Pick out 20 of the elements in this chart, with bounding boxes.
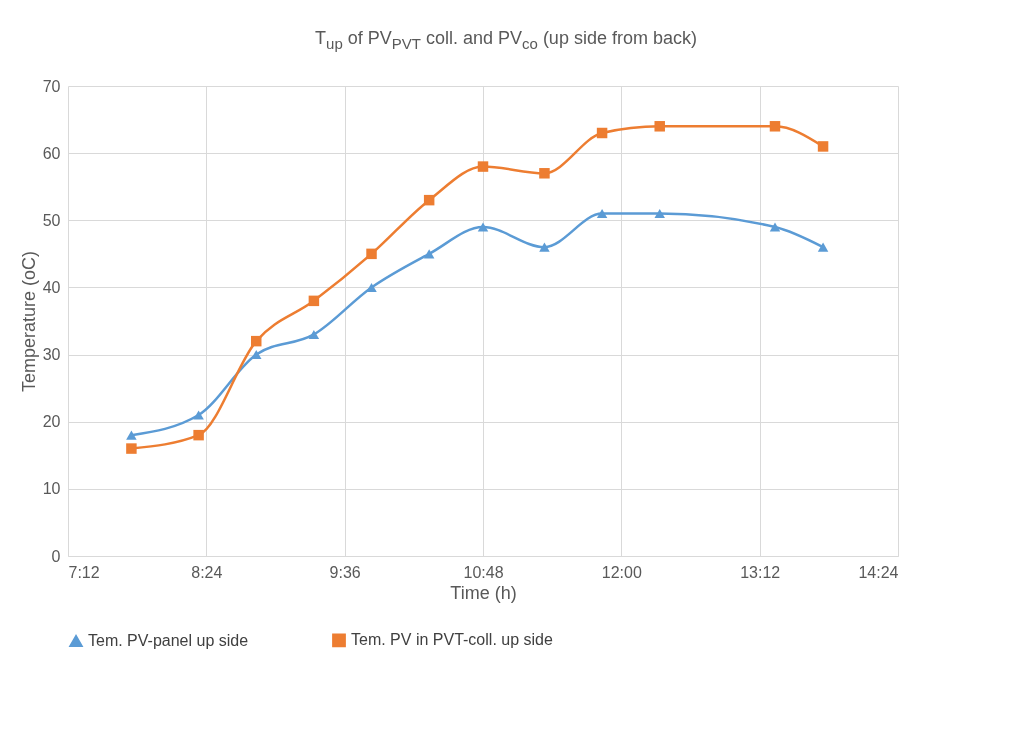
x-tick-label: 13:12 (740, 563, 781, 581)
x-tick-label: 14:24 (858, 563, 899, 581)
y-axis-title: Temperature (oC) (18, 250, 39, 393)
legend-label: Tem. PV-panel up side (88, 631, 249, 649)
y-tick-label: 20 (42, 413, 61, 431)
x-axis-title: Time (h) (450, 582, 517, 603)
y-tick-label: 0 (51, 547, 61, 565)
y-tick-label: 60 (42, 144, 61, 162)
x-tick-label: 12:00 (601, 563, 642, 581)
y-tick-label: 30 (42, 346, 61, 364)
x-tick-label: 9:36 (329, 563, 361, 581)
legend-label: Tem. PV in PVT-coll. up side (351, 631, 553, 649)
y-tick-label: 70 (42, 77, 61, 95)
chart-title: T$_{up}$ of PV$_{PVT}$ coll. and PV$_{co}$ (up side from back) (314, 27, 698, 54)
y-tick-label: 40 (42, 278, 61, 296)
x-tick-label: 8:24 (191, 563, 223, 581)
x-tick-label: 7:12 (68, 563, 100, 581)
x-tick-label: 10:48 (463, 563, 504, 581)
y-tick-label: 50 (42, 211, 61, 229)
y-tick-label: 10 (42, 480, 61, 498)
